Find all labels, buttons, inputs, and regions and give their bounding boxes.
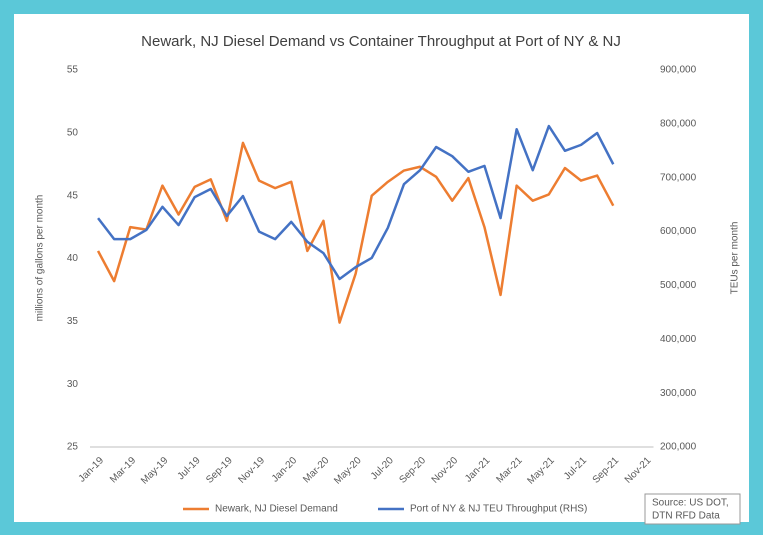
source-text: Source: US DOT, — [652, 498, 729, 509]
series-line — [96, 141, 615, 324]
y2-axis-label: TEUs per month — [730, 222, 741, 295]
chart-title: Newark, NJ Diesel Demand vs Container Th… — [141, 33, 621, 50]
y-tick-label: 45 — [67, 190, 79, 201]
y2-tick-label: 400,000 — [660, 334, 697, 345]
y2-tick-label: 500,000 — [660, 280, 697, 291]
y-tick-label: 30 — [67, 379, 79, 390]
y-tick-label: 55 — [67, 65, 79, 76]
y-tick-label: 50 — [67, 127, 79, 138]
source-box — [644, 493, 741, 525]
y-axis-label: millions of gallons per month — [35, 195, 46, 322]
chart-background — [14, 14, 749, 522]
legend-label: Newark, NJ Diesel Demand — [215, 504, 338, 515]
y2-tick-label: 300,000 — [660, 388, 697, 399]
legend-label: Port of NY & NJ TEU Throughput (RHS) — [410, 504, 587, 515]
y2-tick-label: 200,000 — [660, 442, 697, 453]
series-line — [97, 124, 615, 281]
source-text: DTN RFD Data — [652, 511, 720, 522]
y2-tick-label: 800,000 — [660, 118, 697, 129]
y2-tick-label: 700,000 — [660, 172, 697, 183]
y-tick-label: 40 — [67, 253, 79, 264]
y2-tick-label: 600,000 — [660, 226, 697, 237]
y2-tick-label: 900,000 — [660, 65, 697, 76]
y-tick-label: 25 — [67, 442, 79, 453]
y-tick-label: 35 — [67, 316, 79, 327]
